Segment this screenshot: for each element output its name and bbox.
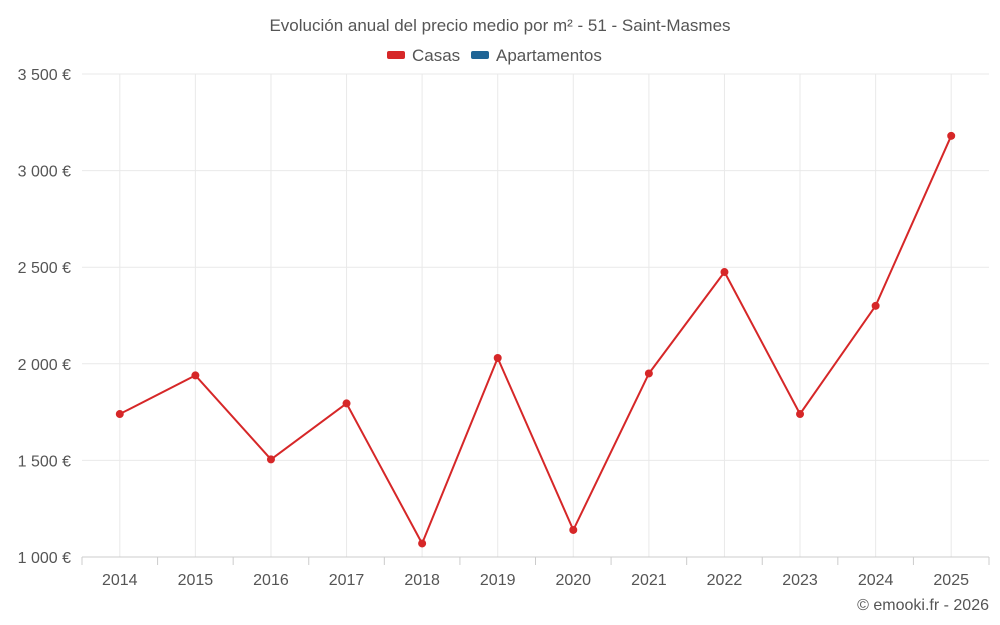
x-tick-label: 2025 xyxy=(933,572,969,589)
y-tick-label: 2 000 € xyxy=(18,357,71,374)
data-point-casas-2019[interactable] xyxy=(493,354,502,363)
data-point-casas-2022[interactable] xyxy=(720,268,729,277)
legend-swatch-casas xyxy=(387,51,405,59)
y-tick-label: 1 500 € xyxy=(18,453,71,470)
y-tick-label: 3 500 € xyxy=(18,67,71,84)
series-line-casas xyxy=(119,135,953,545)
data-point-casas-2016[interactable] xyxy=(266,455,275,464)
data-point-casas-2017[interactable] xyxy=(342,399,351,408)
x-tick-label: 2014 xyxy=(102,572,138,589)
x-tick-label: 2024 xyxy=(858,572,894,589)
x-tick-label: 2019 xyxy=(480,572,516,589)
x-tick-label: 2021 xyxy=(631,572,667,589)
data-point-casas-2018[interactable] xyxy=(418,539,427,548)
data-point-casas-2015[interactable] xyxy=(191,371,200,380)
x-tick-label: 2017 xyxy=(329,572,365,589)
data-point-casas-2025[interactable] xyxy=(947,131,956,140)
chart-title: Evolución anual del precio medio por m² … xyxy=(269,16,730,35)
legend-swatch-apartamentos xyxy=(471,51,489,59)
y-tick-label: 2 500 € xyxy=(18,260,71,277)
x-tick-label: 2015 xyxy=(178,572,214,589)
data-point-casas-2023[interactable] xyxy=(796,410,805,419)
x-axis: 2014 2015 2016 2017 2018 2019 2020 2021 2022 2023… xyxy=(81,556,990,589)
data-point-casas-2020[interactable] xyxy=(569,525,578,534)
x-tick-label: 2016 xyxy=(253,572,289,589)
credit-text: © emooki.fr - 2026 xyxy=(857,597,989,614)
data-point-casas-2024[interactable] xyxy=(871,301,880,310)
legend-item-apartamentos[interactable]: Apartamentos xyxy=(471,46,602,65)
legend-label-casas: Casas xyxy=(412,46,460,65)
legend-item-casas[interactable]: Casas xyxy=(387,46,460,65)
x-tick-label: 2023 xyxy=(782,572,818,589)
x-tick-label: 2022 xyxy=(707,572,743,589)
y-tick-label: 1 000 € xyxy=(18,550,71,567)
legend-label-apartamentos: Apartamentos xyxy=(496,46,602,65)
data-point-casas-2014[interactable] xyxy=(115,410,124,419)
x-tick-label: 2020 xyxy=(555,572,591,589)
x-tick-label: 2018 xyxy=(404,572,440,589)
series-casas xyxy=(115,131,956,548)
data-point-casas-2021[interactable] xyxy=(644,369,653,378)
y-axis: 1 000 € 1 500 € 2 000 € 2 500 € 3 000 € 3 500… xyxy=(18,67,71,567)
grid xyxy=(82,73,989,557)
legend: Casas Apartamentos xyxy=(387,46,602,65)
y-tick-label: 3 000 € xyxy=(18,164,71,181)
